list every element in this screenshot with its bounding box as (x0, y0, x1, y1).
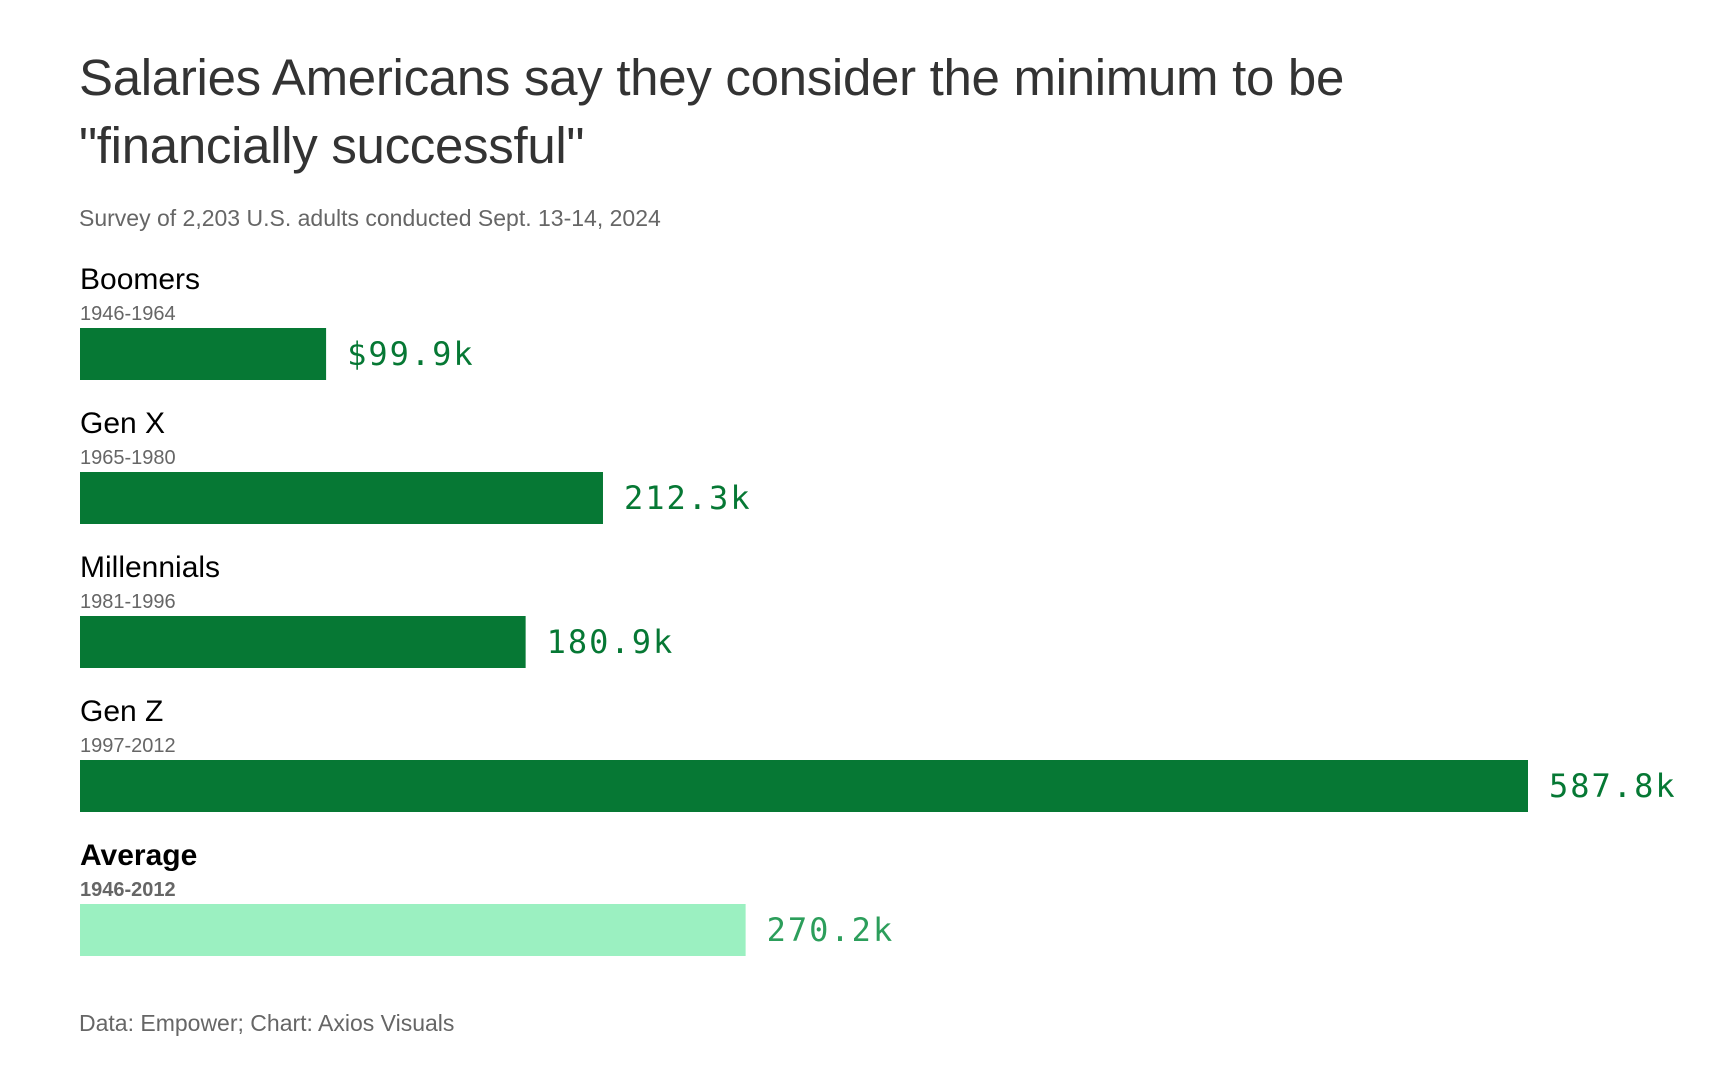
value-label-boomers: $99.9k (347, 335, 475, 373)
bar-millennials (80, 616, 526, 668)
bar-average (80, 904, 746, 956)
category-label-gen-z: Gen Z (80, 695, 163, 728)
chart-subtitle: Survey of 2,203 U.S. adults conducted Se… (79, 205, 661, 231)
bar-gen-z (80, 760, 1528, 812)
bar-gen-x (80, 472, 603, 524)
category-years-boomers: 1946-1964 (80, 303, 176, 325)
category-years-average: 1946-2012 (80, 879, 176, 901)
category-years-gen-x: 1965-1980 (80, 447, 176, 469)
chart-source-note: Data: Empower; Chart: Axios Visuals (79, 1010, 455, 1036)
category-label-gen-x: Gen X (80, 407, 165, 440)
value-label-average: 270.2k (767, 911, 895, 949)
category-label-millennials: Millennials (80, 551, 220, 584)
chart-title: Salaries Americans say they consider the… (79, 49, 1345, 174)
value-label-gen-x: 212.3k (624, 479, 752, 517)
value-label-gen-z: 587.8k (1549, 767, 1677, 805)
bar-boomers (80, 328, 327, 380)
category-years-gen-z: 1997-2012 (80, 735, 176, 757)
value-label-millennials: 180.9k (547, 623, 675, 661)
category-label-boomers: Boomers (80, 263, 200, 296)
category-label-average: Average (80, 839, 197, 872)
category-years-millennials: 1981-1996 (80, 591, 176, 613)
